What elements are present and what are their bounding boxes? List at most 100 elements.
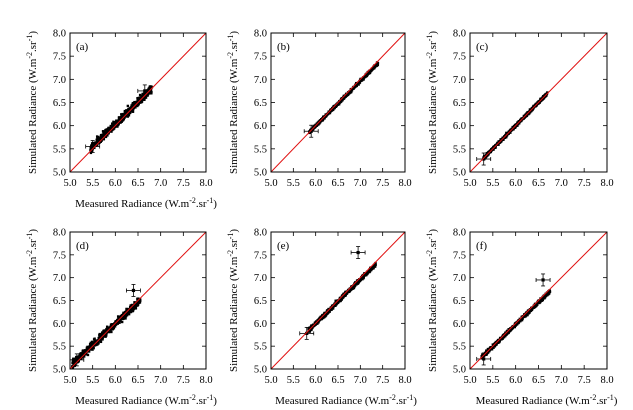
data-point bbox=[534, 305, 538, 308]
data-point bbox=[98, 138, 102, 142]
data-point bbox=[543, 295, 547, 298]
data-point bbox=[546, 291, 549, 294]
data-point bbox=[99, 133, 103, 137]
data-point bbox=[525, 114, 529, 117]
data-point bbox=[522, 117, 525, 120]
data-point bbox=[103, 332, 106, 335]
data-point bbox=[78, 353, 82, 356]
data-point bbox=[81, 350, 84, 353]
data-point bbox=[529, 309, 533, 313]
data-point bbox=[533, 103, 537, 107]
y-tick-label: 8.0 bbox=[53, 29, 66, 40]
data-point bbox=[112, 120, 115, 123]
data-point bbox=[101, 331, 104, 334]
data-point bbox=[360, 79, 364, 82]
data-point bbox=[100, 139, 103, 142]
data-point bbox=[129, 305, 132, 308]
y-tick-label: 5.5 bbox=[53, 144, 66, 155]
data-point bbox=[356, 82, 360, 85]
data-point bbox=[124, 312, 128, 316]
data-point bbox=[310, 324, 313, 327]
data-point bbox=[507, 328, 510, 331]
data-point bbox=[123, 316, 127, 319]
data-point bbox=[336, 301, 339, 304]
data-point bbox=[373, 65, 376, 68]
data-point bbox=[119, 318, 122, 322]
data-point bbox=[351, 286, 354, 290]
data-point bbox=[130, 108, 134, 112]
data-point bbox=[71, 366, 75, 369]
data-point bbox=[111, 328, 114, 331]
data-point bbox=[99, 340, 103, 344]
y-tick-label: 7.5 bbox=[53, 250, 66, 261]
data-point bbox=[104, 129, 107, 132]
data-point bbox=[486, 351, 490, 354]
y-tick-label: 5.5 bbox=[53, 342, 66, 353]
data-point bbox=[110, 327, 113, 330]
x-tick-label: 6.5 bbox=[532, 178, 545, 189]
data-point bbox=[144, 92, 147, 95]
data-point bbox=[93, 337, 96, 340]
data-points bbox=[299, 246, 377, 340]
data-point bbox=[89, 146, 92, 149]
data-point bbox=[523, 315, 526, 319]
x-tick-label: 8.0 bbox=[398, 375, 411, 386]
data-point bbox=[357, 278, 361, 281]
data-point bbox=[120, 113, 123, 116]
data-point bbox=[115, 319, 118, 323]
y-tick-label: 6.5 bbox=[254, 98, 267, 109]
data-point bbox=[323, 311, 326, 315]
data-point bbox=[117, 320, 121, 324]
panel-label: (f) bbox=[476, 240, 487, 252]
data-point bbox=[122, 118, 125, 122]
data-point bbox=[93, 146, 96, 150]
panel-label: (b) bbox=[277, 41, 290, 53]
data-point bbox=[89, 341, 92, 345]
data-point bbox=[88, 342, 92, 346]
x-tick-label: 7.5 bbox=[578, 178, 591, 189]
data-point bbox=[104, 335, 107, 338]
data-point bbox=[504, 133, 507, 137]
data-point bbox=[136, 297, 139, 300]
x-tick-label: 7.0 bbox=[154, 375, 167, 386]
data-points bbox=[70, 284, 142, 369]
data-point bbox=[91, 348, 94, 351]
data-point bbox=[532, 104, 535, 108]
y-tick-label: 5.0 bbox=[254, 168, 267, 179]
data-point bbox=[113, 125, 117, 129]
data-point bbox=[353, 283, 357, 287]
data-point bbox=[371, 67, 374, 70]
data-point bbox=[78, 354, 81, 357]
y-tick-label: 8.0 bbox=[254, 29, 267, 40]
data-point bbox=[119, 117, 122, 121]
x-tick-label: 6.0 bbox=[509, 375, 522, 386]
y-tick-label: 7.0 bbox=[53, 75, 66, 86]
x-tick-label: 6.0 bbox=[509, 178, 522, 189]
x-axis-label: Measured Radiance (W.m-2.sr-1) bbox=[275, 393, 417, 407]
data-point bbox=[506, 331, 509, 334]
y-tick-label: 6.5 bbox=[254, 296, 267, 307]
data-point bbox=[86, 353, 90, 357]
data-point bbox=[347, 93, 350, 96]
data-point bbox=[501, 336, 504, 340]
data-point bbox=[485, 151, 489, 155]
data-point bbox=[86, 349, 89, 352]
data-point bbox=[513, 324, 516, 327]
error-bar-point bbox=[299, 326, 315, 340]
data-point bbox=[538, 101, 541, 104]
data-point bbox=[108, 326, 111, 330]
x-tick-label: 5.0 bbox=[264, 178, 277, 189]
y-tick-label: 5.0 bbox=[254, 365, 267, 376]
reference-line bbox=[271, 33, 405, 172]
data-point bbox=[127, 312, 131, 316]
reference-line bbox=[470, 33, 607, 172]
data-point bbox=[116, 315, 120, 318]
data-point bbox=[131, 306, 134, 309]
data-point bbox=[360, 276, 364, 280]
panel-f: 5.0 5.5 6.0 6.5 7.0 7.5 8.0 5.0 5.5 6.0 6.5 7.0 7.5 8… bbox=[425, 228, 618, 408]
data-point bbox=[94, 143, 97, 147]
x-tick-label: 7.0 bbox=[555, 375, 568, 386]
data-point bbox=[73, 362, 76, 365]
x-tick-label: 5.5 bbox=[86, 375, 99, 386]
y-tick-label: 6.0 bbox=[254, 121, 267, 132]
